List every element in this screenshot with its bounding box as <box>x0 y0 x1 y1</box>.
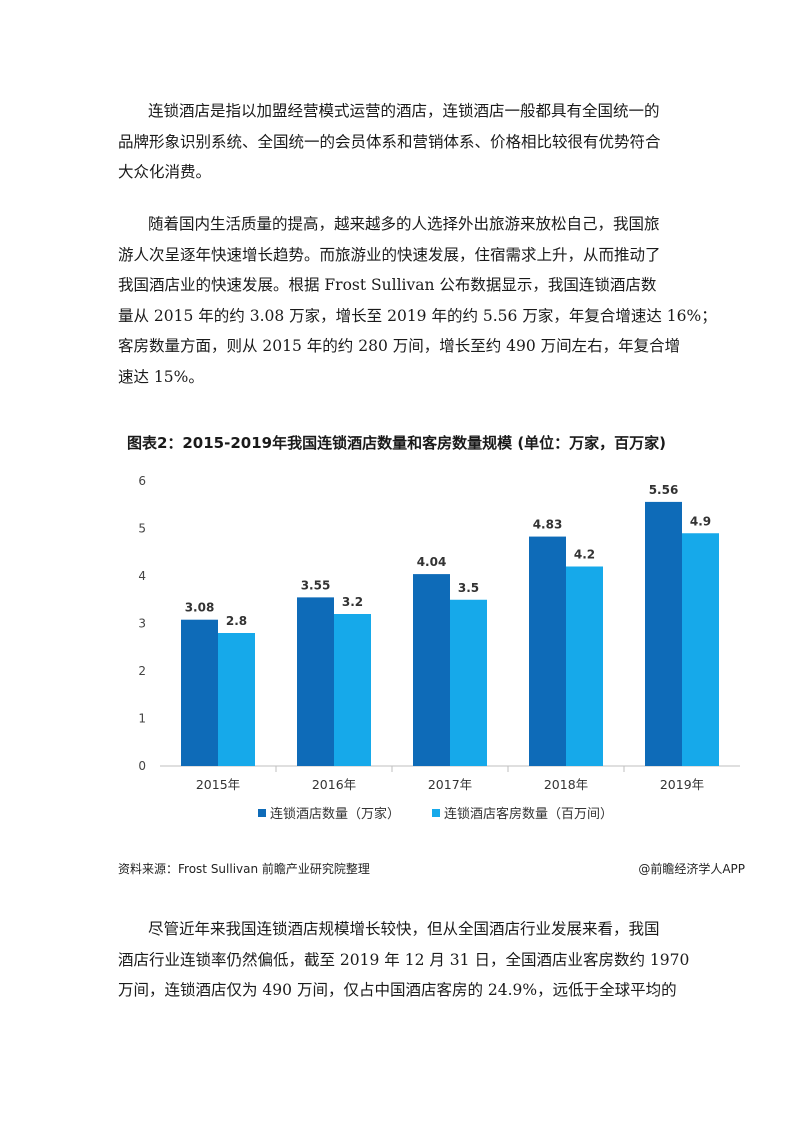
text-line: 连锁酒店是指以加盟经营模式运营的酒店，连锁酒店一般都具有全国统一的 <box>148 102 660 120</box>
x-tick-label: 2019年 <box>660 777 704 792</box>
bar <box>645 501 682 766</box>
y-tick-label: 2 <box>138 664 146 678</box>
data-label: 3.5 <box>458 581 479 595</box>
paragraph-intro: 连锁酒店是指以加盟经营模式运营的酒店，连锁酒店一般都具有全国统一的 品牌形象识别… <box>118 96 678 188</box>
text-line: 游人次呈逐年快速增长趋势。而旅游业的快速发展，住宿需求上升，从而推动了 <box>118 245 661 264</box>
data-label: 2.8 <box>226 614 247 628</box>
text-line: 客房数量方面，则从 2015 年的约 280 万间，增长至约 490 万间左右，… <box>118 337 681 355</box>
y-tick-label: 5 <box>138 522 146 536</box>
data-label: 4.2 <box>574 548 595 562</box>
data-label: 4.83 <box>533 518 563 532</box>
bar <box>566 566 603 766</box>
paragraph-chain-rate: 尽管近年来我国连锁酒店规模增长较快，但从全国酒店行业发展来看，我国 酒店行业连锁… <box>118 914 690 1006</box>
legend-label: 连锁酒店客房数量（百万间） <box>444 806 613 822</box>
legend-swatch <box>432 809 440 817</box>
text-line: 速达 15%。 <box>118 367 204 386</box>
y-tick-label: 3 <box>138 617 146 631</box>
paragraph-growth: 随着国内生活质量的提高，越来越多的人选择外出旅游来放松自己，我国旅 游人次呈逐年… <box>118 209 717 392</box>
data-label: 5.56 <box>649 483 679 497</box>
text-line: 量从 2015 年的约 3.08 万家，增长至 2019 年的约 5.56 万家… <box>118 306 717 325</box>
y-tick-label: 1 <box>138 712 146 726</box>
bar <box>450 599 487 766</box>
data-label: 3.2 <box>342 595 363 609</box>
text-line: 大众化消费。 <box>118 163 212 181</box>
data-label: 3.55 <box>301 578 331 592</box>
y-tick-label: 4 <box>138 569 146 583</box>
legend-label: 连锁酒店数量（万家） <box>270 806 400 822</box>
text-line: 我国酒店业的快速发展。根据 Frost Sullivan 公布数据显示，我国连锁… <box>118 276 657 294</box>
bar <box>682 533 719 766</box>
y-tick-label: 0 <box>138 759 146 773</box>
bar <box>529 536 566 766</box>
y-tick-label: 6 <box>138 474 146 488</box>
bar <box>218 633 255 766</box>
text-line: 万间，连锁酒店仅为 490 万间，仅占中国酒店客房的 24.9%，远低于全球平均… <box>118 981 677 999</box>
chart-title: 图表2：2015-2019年我国连锁酒店数量和客房数量规模 (单位：万家，百万家… <box>126 434 667 452</box>
bar-chart: 0 1 2 3 4 5 6 3.08 2.8 2015年 3.55 3.2 2016年 4.04 3.5 20… <box>138 474 740 822</box>
text-line: 酒店行业连锁率仍然偏低，截至 2019 年 12 月 31 日，全国酒店业客房数… <box>118 950 690 969</box>
bar <box>181 619 218 766</box>
x-tick-label: 2018年 <box>544 777 588 792</box>
data-label: 4.04 <box>417 555 447 569</box>
data-label: 4.9 <box>690 514 711 528</box>
x-tick-label: 2015年 <box>196 777 240 792</box>
x-tick-label: 2017年 <box>428 777 472 792</box>
data-label: 3.08 <box>185 601 215 615</box>
bar <box>297 597 334 766</box>
legend-swatch <box>258 809 266 817</box>
x-tick-label: 2016年 <box>312 777 356 792</box>
source-note: 资料来源：Frost Sullivan 前瞻产业研究院整理 <box>118 862 370 876</box>
bar <box>334 614 371 766</box>
text-line: 尽管近年来我国连锁酒店规模增长较快，但从全国酒店行业发展来看，我国 <box>148 920 660 938</box>
source-credit: @前瞻经济学人APP <box>638 862 745 876</box>
text-line: 品牌形象识别系统、全国统一的会员体系和营销体系、价格相比较很有优势符合 <box>118 132 661 151</box>
bar <box>413 574 450 766</box>
text-line: 随着国内生活质量的提高，越来越多的人选择外出旅游来放松自己，我国旅 <box>148 215 660 233</box>
